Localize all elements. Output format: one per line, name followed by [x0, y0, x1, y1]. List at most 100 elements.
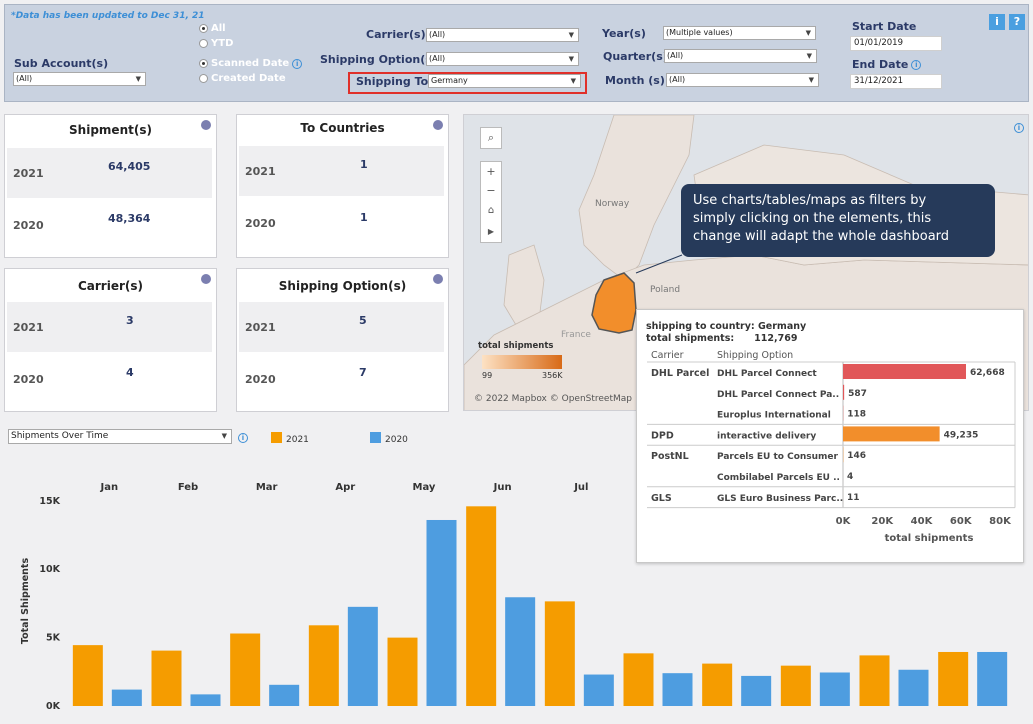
kpi-row: 2020 48,364	[7, 201, 212, 251]
end-date-input[interactable]: 31/12/2021	[850, 74, 942, 89]
legend-label[interactable]: 2021	[286, 435, 309, 445]
legend-swatch[interactable]	[370, 432, 381, 443]
carrier-label: Carrier(s)	[366, 28, 426, 41]
info-icon[interactable]: i	[238, 433, 248, 443]
bar-2020-jan[interactable]	[111, 689, 142, 706]
popup-bar-chart[interactable]: DHL Parcel DHL Parcel Connect 62,668 DHL Pa…	[637, 310, 1025, 564]
zoom-out-icon[interactable]: −	[486, 184, 496, 197]
chart-type-select[interactable]: Shipments Over Time ▼	[8, 429, 232, 444]
info-button[interactable]: i	[989, 14, 1005, 30]
play-icon[interactable]: ▶	[487, 227, 495, 236]
bar-2021-aug[interactable]	[623, 653, 654, 706]
bar-2020-oct[interactable]	[819, 672, 850, 706]
bar-2020-sep[interactable]	[741, 675, 772, 706]
home-icon[interactable]: ⌂	[487, 205, 495, 216]
bar-2020-jun[interactable]	[505, 597, 536, 706]
bar-2021-jun[interactable]	[466, 506, 497, 706]
search-icon: ⌕	[487, 131, 495, 144]
info-icon[interactable]: i	[911, 60, 922, 70]
map-legend-title: total shipments	[478, 341, 553, 351]
bar-2021-may[interactable]	[387, 637, 418, 706]
bar-2020-jul[interactable]	[583, 674, 614, 706]
kpi-row: 2021 64,405	[7, 148, 212, 198]
kpi-value: 5	[359, 314, 367, 327]
popup-bar-label: 49,235	[944, 430, 979, 440]
x-tick-label: May	[413, 482, 436, 493]
popup-option-label: interactive delivery	[717, 431, 816, 441]
radio-scanned-label: Scanned Date	[211, 58, 290, 69]
bar-2021-sep[interactable]	[702, 663, 733, 706]
popup-bar-label: 4	[847, 472, 853, 482]
popup-bar-label: 11	[847, 493, 860, 503]
bar-2021-apr[interactable]	[308, 625, 339, 706]
month-select[interactable]: (All) ▼	[666, 73, 819, 87]
bar-2020-aug[interactable]	[662, 673, 693, 706]
end-date-label: End Date i	[852, 58, 922, 71]
year-select[interactable]: (Multiple values) ▼	[663, 26, 816, 40]
radio-created-date[interactable]: Created Date	[199, 73, 286, 84]
shipping-to-value: Germany	[431, 76, 468, 85]
y-axis-title: Total Shipments	[20, 558, 31, 645]
end-date-text: End Date	[852, 58, 909, 71]
quarter-select[interactable]: (All) ▼	[664, 49, 817, 63]
shipping-option-select[interactable]: (All) ▼	[426, 52, 579, 66]
bar-2020-apr[interactable]	[347, 606, 378, 706]
map-attribution: © 2022 Mapbox © OpenStreetMap	[474, 394, 632, 404]
chevron-down-icon: ▼	[808, 76, 814, 84]
bar-2021-jul[interactable]	[544, 601, 575, 706]
bar-2021-oct[interactable]	[780, 665, 811, 706]
popup-bar[interactable]	[843, 426, 940, 442]
kpi-to-countries[interactable]: To Countries 2021 1 2020 1	[236, 114, 449, 258]
bar-2021-nov[interactable]	[859, 655, 890, 706]
status-dot-icon	[201, 274, 211, 284]
kpi-title: Carrier(s)	[77, 279, 144, 293]
legend-swatch[interactable]	[271, 432, 282, 443]
map-country-germany	[591, 272, 637, 334]
kpi-row: 2020 7	[239, 355, 444, 405]
radio-scanned-date[interactable]: Scanned Date i	[199, 58, 303, 69]
kpi-value: 4	[126, 366, 134, 379]
bar-2021-jan[interactable]	[72, 645, 103, 706]
zoom-in-icon[interactable]: +	[486, 165, 496, 178]
bar-2020-may[interactable]	[426, 519, 457, 706]
kpi-value: 1	[360, 211, 368, 224]
info-icon[interactable]: i	[1014, 123, 1024, 133]
chevron-down-icon: ▼	[805, 29, 811, 37]
kpi-year: 2021	[245, 165, 276, 178]
radio-all-label: All	[211, 23, 226, 34]
shipments-bar-chart[interactable]: 2021 2020 0K 5K 10K 15K Total Shipments Jan Feb M…	[4, 421, 1029, 724]
shipping-to-select[interactable]: Germany ▼	[428, 74, 581, 88]
kpi-title: Shipment(s)	[69, 123, 152, 137]
kpi-row: 2020 1	[239, 199, 444, 249]
legend-label[interactable]: 2020	[385, 435, 408, 445]
popup-bar-label: 118	[847, 410, 866, 420]
start-date-label: Start Date	[852, 20, 917, 33]
bar-2020-dec[interactable]	[977, 651, 1008, 706]
info-icon[interactable]: i	[292, 58, 303, 69]
kpi-title: To Countries	[300, 121, 385, 135]
kpi-shipping-options[interactable]: Shipping Option(s) 2021 5 2020 7	[236, 268, 449, 412]
bar-2020-feb[interactable]	[190, 694, 221, 706]
y-tick-label: 15K	[39, 496, 60, 507]
year-value: (Multiple values)	[666, 28, 733, 37]
map-search-button[interactable]: ⌕	[480, 127, 502, 149]
popup-country-label: shipping to country:	[646, 321, 755, 332]
radio-ytd[interactable]: YTD	[199, 38, 233, 49]
bar-2021-dec[interactable]	[938, 651, 969, 706]
x-tick-label: Mar	[256, 482, 278, 493]
start-date-input[interactable]: 01/01/2019	[850, 36, 942, 51]
shipping-option-value: (All)	[429, 54, 446, 63]
popup-bar[interactable]	[843, 384, 845, 400]
bar-2020-nov[interactable]	[898, 669, 929, 706]
popup-bar[interactable]	[843, 364, 966, 379]
sub-account-select[interactable]: (All) ▼	[13, 72, 146, 86]
radio-all[interactable]: All	[199, 23, 226, 34]
bar-2021-mar[interactable]	[230, 633, 261, 706]
popup-axis-tick: 20K	[871, 516, 894, 527]
bar-2020-mar[interactable]	[269, 684, 300, 706]
help-button[interactable]: ?	[1009, 14, 1025, 30]
kpi-carriers[interactable]: Carrier(s) 2021 3 2020 4	[4, 268, 217, 412]
kpi-shipments[interactable]: Shipment(s) 2021 64,405 2020 48,364	[4, 114, 217, 258]
carrier-select[interactable]: (All) ▼	[426, 28, 579, 42]
bar-2021-feb[interactable]	[151, 650, 182, 706]
